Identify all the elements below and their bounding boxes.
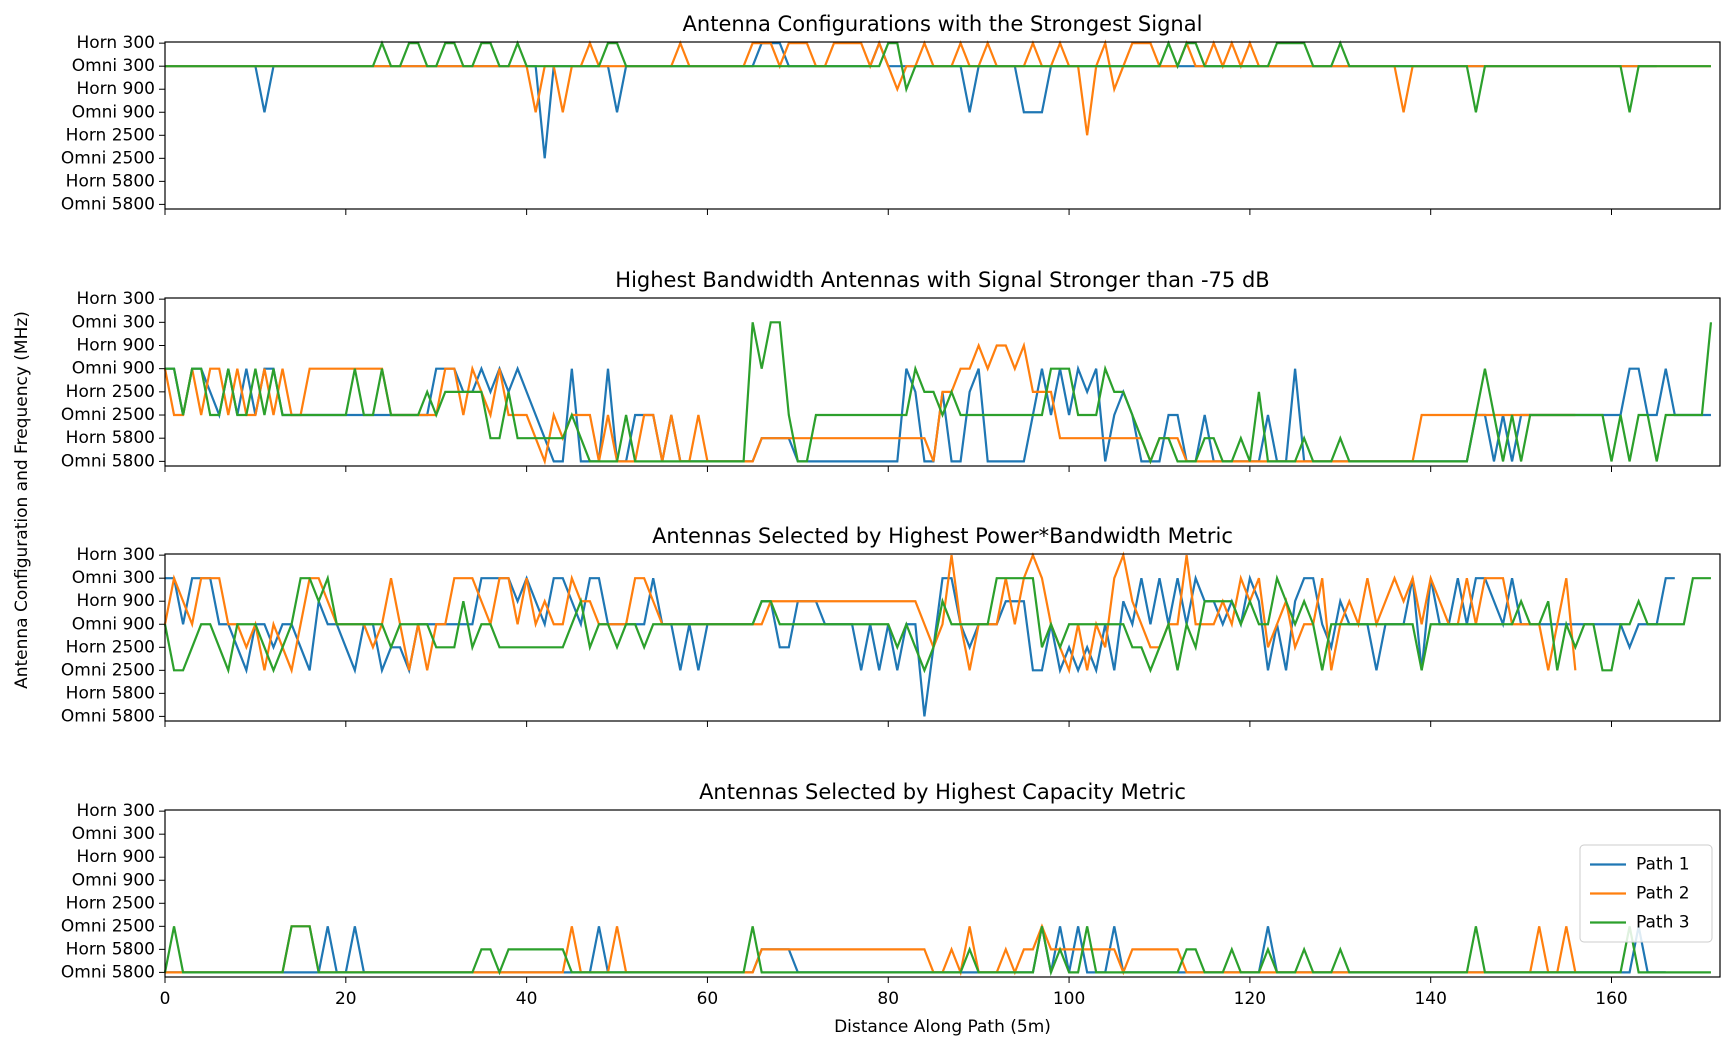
series-line [165, 321, 1713, 465]
y-tick-label: Horn 300 [76, 801, 155, 821]
y-tick-label: Omni 900 [72, 102, 155, 122]
y-axis-label: Antenna Configuration and Frequency (MHz… [12, 311, 32, 689]
y-tick-label: Omni 300 [72, 568, 155, 588]
x-tick-label: 160 [1595, 989, 1627, 1009]
chart-title: Antenna Configurations with the Stronges… [683, 12, 1203, 36]
chart-title: Antennas Selected by Highest Power*Bandw… [652, 524, 1233, 548]
y-tick-label: Horn 2500 [66, 893, 155, 913]
series-line [165, 923, 1577, 977]
y-tick-label: Horn 900 [76, 591, 155, 611]
x-axis-label: Distance Along Path (5m) [834, 1017, 1051, 1037]
y-tick-label: Horn 300 [76, 289, 155, 309]
x-tick-label: 40 [516, 989, 538, 1009]
series-line [165, 39, 1711, 136]
y-tick-label: Omni 5800 [61, 962, 155, 982]
y-tick-label: Omni 2500 [61, 916, 155, 936]
y-tick-label: Omni 300 [72, 312, 155, 332]
axes-frame [164, 41, 1721, 210]
y-tick-label: Horn 5800 [66, 939, 155, 959]
y-tick-label: Omni 900 [72, 359, 155, 379]
y-tick-label: Omni 5800 [61, 706, 155, 726]
y-tick-label: Omni 300 [72, 824, 155, 844]
y-tick-label: Horn 5800 [66, 428, 155, 448]
y-tick-label: Omni 900 [72, 870, 155, 890]
y-tick-label: Horn 2500 [66, 382, 155, 402]
y-tick-label: Omni 300 [72, 56, 155, 76]
x-tick-label: 140 [1414, 989, 1446, 1009]
legend: Path 1 Path 2 Path 3 [1579, 844, 1713, 943]
y-tick-label: Omni 2500 [61, 148, 155, 168]
y-tick-label: Horn 300 [76, 33, 155, 53]
y-tick-label: Omni 5800 [61, 451, 155, 471]
y-tick-label: Horn 900 [76, 79, 155, 99]
y-tick-label: Horn 300 [76, 545, 155, 565]
x-tick-label: 60 [697, 989, 719, 1009]
legend-box [1579, 844, 1713, 943]
axes-frame [164, 297, 1721, 467]
series-line [163, 925, 1711, 977]
y-tick-label: Omni 5800 [61, 194, 155, 214]
y-tick-label: Horn 5800 [66, 683, 155, 703]
y-tick-label: Horn 5800 [66, 171, 155, 191]
x-tick-label: 80 [877, 989, 899, 1009]
y-tick-label: Omni 900 [72, 614, 155, 634]
x-tick-label: 20 [335, 989, 357, 1009]
axes-frame [164, 553, 1721, 722]
y-tick-label: Horn 2500 [66, 125, 155, 145]
x-tick-label: 120 [1234, 989, 1266, 1009]
series-line [165, 40, 1711, 113]
y-tick-label: Horn 900 [76, 336, 155, 356]
x-tick-label: 100 [1053, 989, 1085, 1009]
series-line [163, 551, 1577, 675]
chart-title: Highest Bandwidth Antennas with Signal S… [615, 268, 1269, 292]
y-tick-label: Omni 2500 [61, 405, 155, 425]
y-tick-label: Horn 900 [76, 847, 155, 867]
series-line [163, 341, 1576, 466]
chart-title: Antennas Selected by Highest Capacity Me… [699, 780, 1186, 804]
axes-frame [164, 809, 1721, 978]
y-tick-label: Horn 2500 [66, 637, 155, 657]
legend-label: Path 1 [1636, 855, 1690, 875]
y-tick-label: Omni 2500 [61, 660, 155, 680]
legend-label: Path 3 [1636, 913, 1690, 933]
x-tick-label: 0 [160, 989, 171, 1009]
series-line [163, 574, 1711, 675]
legend-label: Path 2 [1636, 884, 1690, 904]
